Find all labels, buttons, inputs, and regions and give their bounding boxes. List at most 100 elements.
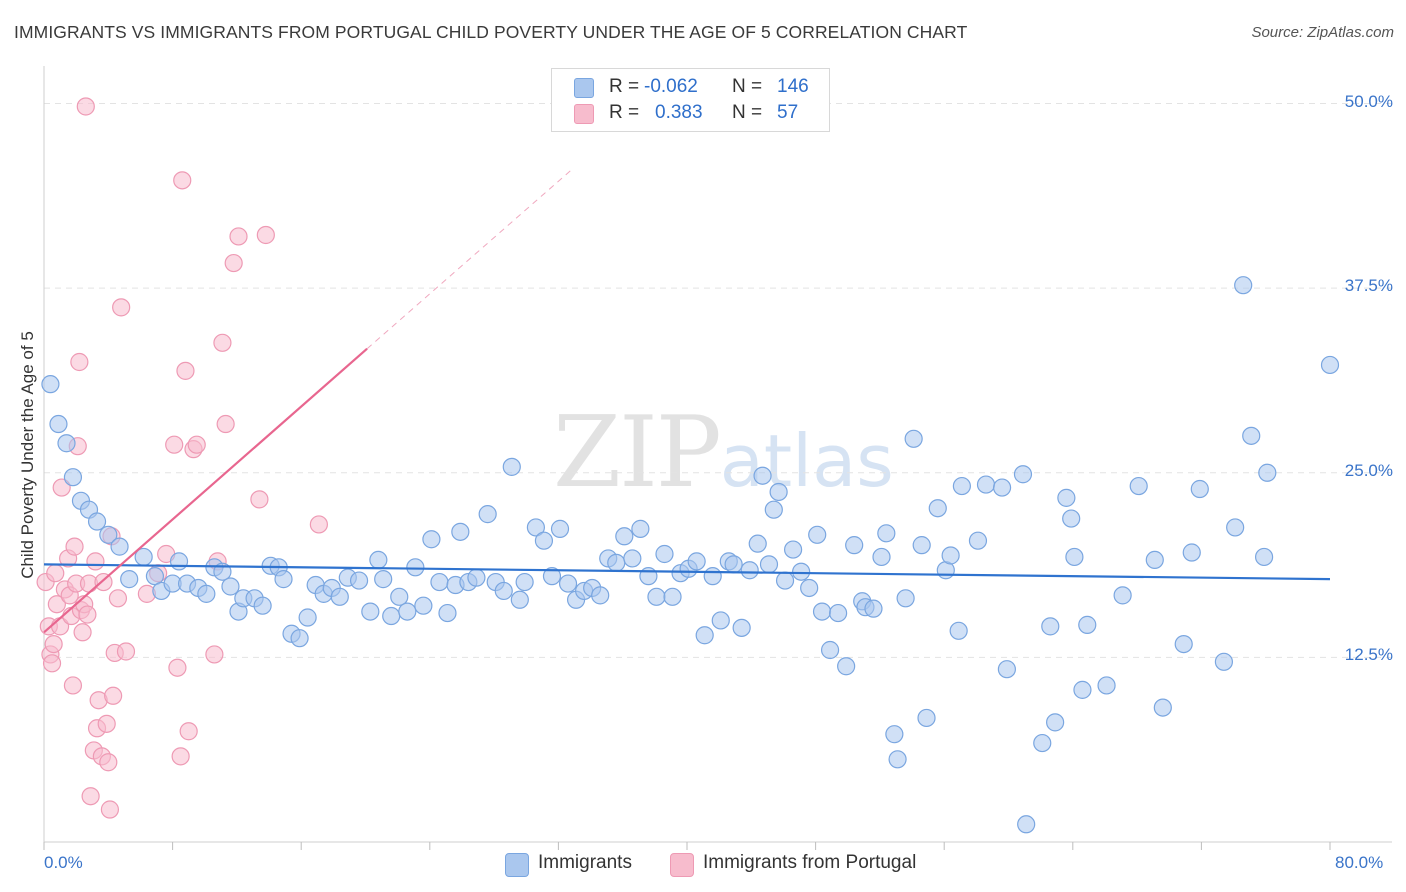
data-point-immigrants (992, 478, 1012, 497)
data-point-immigrants (221, 577, 240, 596)
data-point-immigrants (952, 476, 971, 496)
series-immigrants (41, 276, 1340, 834)
data-point-immigrants (732, 618, 751, 637)
data-point-immigrants (1041, 617, 1060, 636)
data-point-immigrants (888, 750, 907, 769)
data-point-immigrants (941, 546, 960, 565)
data-point-immigrants (1182, 543, 1201, 562)
data-point-immigrants (290, 629, 309, 648)
data-point-portugal (168, 658, 187, 677)
data-point-immigrants (390, 587, 409, 606)
data-point-immigrants (274, 570, 293, 589)
data-point-immigrants (872, 547, 891, 567)
data-point-immigrants (120, 570, 139, 589)
data-point-immigrants (792, 562, 811, 581)
series-portugal (36, 97, 328, 819)
data-point-immigrants (49, 414, 68, 434)
data-point-immigrants (253, 596, 272, 615)
data-point-immigrants (110, 537, 129, 556)
data-point-immigrants (382, 606, 401, 626)
data-point-immigrants (877, 524, 896, 543)
data-point-immigrants (1097, 676, 1116, 695)
data-point-immigrants (438, 603, 457, 623)
data-point-portugal (116, 642, 136, 661)
trend-lines (43, 169, 1331, 634)
data-point-immigrants (515, 572, 534, 592)
trend-line-portugal-extension (366, 169, 572, 350)
legend-n-label: N = (732, 76, 763, 97)
data-point-immigrants (1013, 465, 1033, 484)
data-point-immigrants (647, 587, 666, 606)
data-point-immigrants (57, 434, 76, 453)
data-point-immigrants (976, 475, 996, 494)
data-point-immigrants (374, 570, 393, 589)
data-point-portugal (224, 253, 243, 273)
data-point-portugal (97, 714, 116, 733)
watermark: ZIPatlas (553, 396, 894, 510)
data-point-immigrants (631, 519, 650, 538)
data-point-immigrants (928, 499, 947, 518)
data-point-immigrants (837, 657, 856, 676)
data-point-immigrants (800, 578, 819, 598)
data-point-immigrants (845, 536, 864, 555)
data-point-immigrants (526, 518, 545, 537)
data-point-immigrants (615, 527, 634, 546)
data-point-immigrants (298, 608, 317, 627)
data-point-immigrants (361, 602, 380, 621)
data-point-portugal (94, 572, 113, 592)
legend-n-value: 57 (777, 102, 799, 123)
data-point-immigrants (885, 725, 904, 744)
legend: R = -0.062 N = 146 R = 0.383 N = 57 (551, 68, 830, 132)
data-point-portugal (42, 654, 62, 673)
legend-r-label: R = (609, 102, 640, 123)
watermark-zip: ZIP (553, 396, 722, 510)
x-tick-min: 0.0% (44, 853, 83, 872)
y-axis-label: Child Poverty Under the Age of 5 (18, 331, 37, 579)
data-point-immigrants (1017, 815, 1036, 834)
data-point-immigrants (949, 621, 968, 640)
data-point-immigrants (769, 482, 788, 502)
data-point-immigrants (820, 640, 840, 660)
data-point-portugal (81, 787, 100, 806)
chart-title: IMMIGRANTS VS IMMIGRANTS FROM PORTUGAL C… (14, 22, 968, 42)
bottom-legend-label: Immigrants (538, 852, 632, 873)
data-point-immigrants (764, 500, 783, 519)
data-point-immigrants (623, 549, 642, 568)
legend-swatch-blue (574, 78, 594, 98)
data-point-immigrants (740, 561, 759, 580)
data-point-immigrants (1065, 547, 1084, 567)
data-point-immigrants (687, 552, 706, 571)
data-point-immigrants (1046, 713, 1065, 732)
data-point-immigrants (1258, 463, 1277, 482)
legend-r-value: 0.383 (655, 102, 703, 123)
data-point-immigrants (1113, 586, 1132, 605)
data-point-portugal (73, 623, 92, 642)
data-point-immigrants (748, 534, 767, 553)
data-point-immigrants (1057, 488, 1076, 507)
trend-line-immigrants (43, 563, 1331, 581)
data-point-portugal (213, 333, 232, 352)
data-point-immigrants (607, 553, 626, 572)
data-point-immigrants (1174, 634, 1193, 654)
data-point-immigrants (1190, 479, 1209, 499)
data-point-immigrants (542, 567, 562, 586)
data-point-portugal (44, 634, 63, 654)
data-point-portugal (179, 722, 198, 741)
bottom-legend-swatch-pink (670, 853, 694, 877)
data-point-portugal (104, 686, 123, 705)
data-point-immigrants (1062, 509, 1081, 528)
data-point-portugal (205, 645, 224, 664)
x-tick-max: 80.0% (1335, 853, 1384, 872)
data-point-immigrants (968, 531, 988, 550)
y-tick-label: 37.5% (1344, 276, 1393, 296)
data-point-immigrants (467, 568, 486, 587)
data-point-immigrants (783, 540, 803, 559)
data-point-portugal (65, 537, 84, 556)
data-point-immigrants (1129, 476, 1148, 496)
data-point-portugal (99, 753, 118, 772)
data-point-immigrants (1242, 426, 1261, 445)
data-point-immigrants (1214, 652, 1234, 671)
data-point-immigrants (478, 505, 497, 524)
data-point-portugal (112, 298, 131, 317)
data-point-portugal (108, 589, 128, 608)
